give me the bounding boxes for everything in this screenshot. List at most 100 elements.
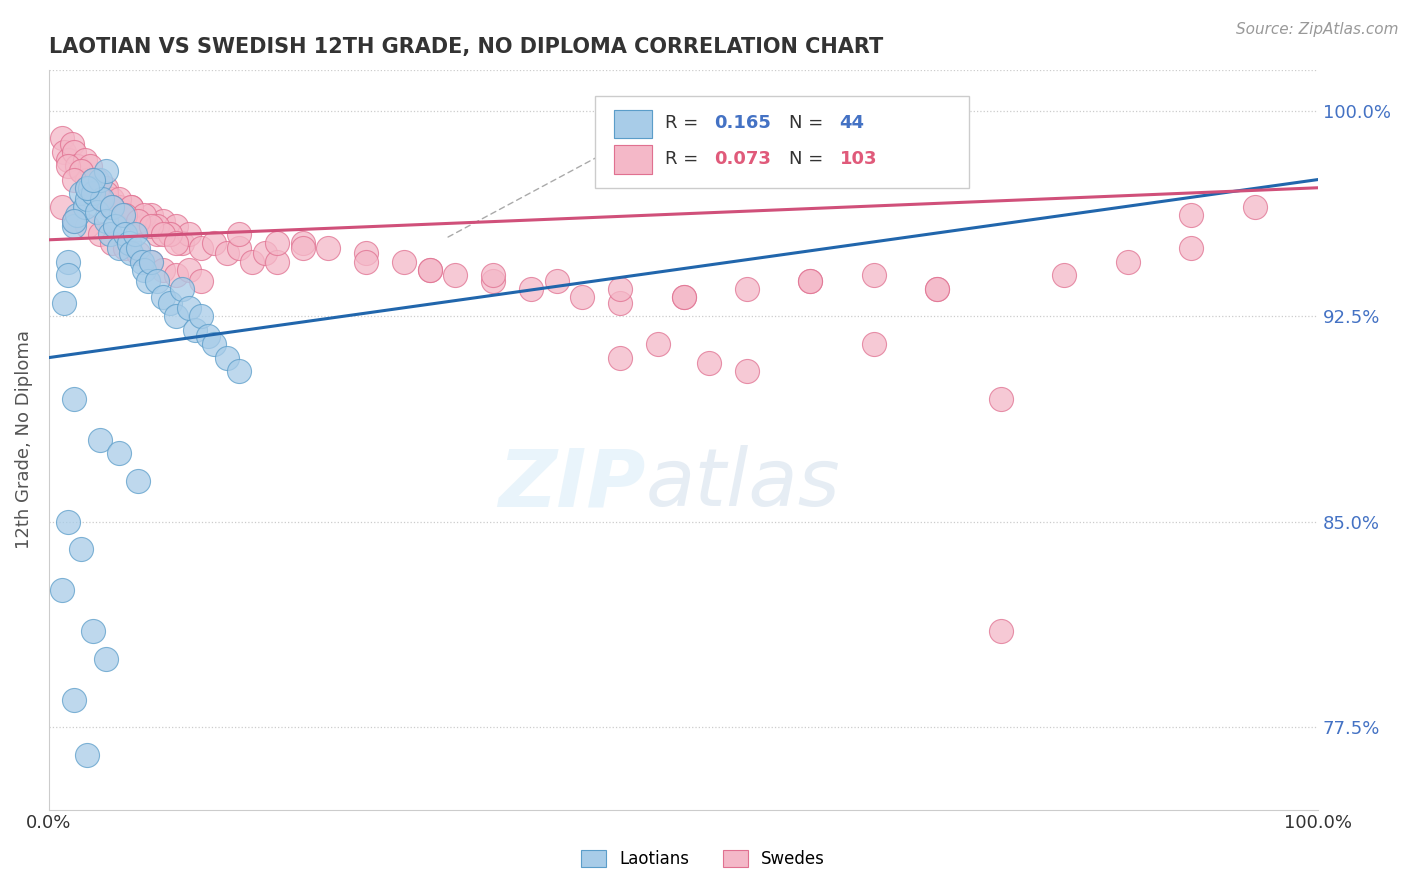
Text: 0.073: 0.073 xyxy=(714,150,770,168)
Text: R =: R = xyxy=(665,114,703,132)
Text: LAOTIAN VS SWEDISH 12TH GRADE, NO DIPLOMA CORRELATION CHART: LAOTIAN VS SWEDISH 12TH GRADE, NO DIPLOM… xyxy=(49,37,883,57)
Point xyxy=(98,200,121,214)
Point xyxy=(63,213,86,227)
Point xyxy=(1116,254,1139,268)
Point xyxy=(94,652,117,666)
Point xyxy=(735,282,758,296)
Point xyxy=(63,213,86,227)
Point xyxy=(165,219,187,233)
Point xyxy=(104,219,127,233)
Point xyxy=(253,246,276,260)
Point xyxy=(89,433,111,447)
Point xyxy=(60,136,83,151)
Text: 0.165: 0.165 xyxy=(714,114,770,132)
Point xyxy=(291,241,314,255)
Point xyxy=(53,295,76,310)
Point xyxy=(86,172,108,186)
Point xyxy=(127,246,149,260)
Point xyxy=(79,180,101,194)
Point xyxy=(190,241,212,255)
Point xyxy=(127,474,149,488)
Point xyxy=(98,227,121,242)
Point xyxy=(134,263,156,277)
Point xyxy=(89,186,111,201)
Point xyxy=(266,235,288,250)
Point xyxy=(927,282,949,296)
Point xyxy=(165,268,187,283)
Point xyxy=(152,290,174,304)
Point xyxy=(56,153,79,168)
Point xyxy=(82,180,104,194)
Point xyxy=(121,246,143,260)
Text: ZIP: ZIP xyxy=(498,445,645,523)
Point xyxy=(94,164,117,178)
Point xyxy=(159,227,181,242)
Point xyxy=(82,186,104,201)
Point xyxy=(1180,208,1202,222)
Point xyxy=(863,337,886,351)
Point xyxy=(520,282,543,296)
Point xyxy=(609,282,631,296)
Point xyxy=(101,200,124,214)
Point xyxy=(990,392,1012,406)
Text: Source: ZipAtlas.com: Source: ZipAtlas.com xyxy=(1236,22,1399,37)
Text: atlas: atlas xyxy=(645,445,841,523)
Point xyxy=(735,364,758,378)
Point xyxy=(419,263,441,277)
Point xyxy=(56,515,79,529)
Point xyxy=(76,180,98,194)
Point xyxy=(94,186,117,201)
Point xyxy=(101,235,124,250)
Point xyxy=(63,145,86,160)
Point xyxy=(863,268,886,283)
Text: 44: 44 xyxy=(839,114,865,132)
Point xyxy=(89,227,111,242)
Point xyxy=(197,328,219,343)
Point xyxy=(146,219,169,233)
Point xyxy=(228,364,250,378)
Point xyxy=(927,282,949,296)
Point xyxy=(107,241,129,255)
Point xyxy=(177,227,200,242)
Point xyxy=(139,208,162,222)
Point xyxy=(76,747,98,762)
FancyBboxPatch shape xyxy=(595,95,969,188)
Point xyxy=(89,192,111,206)
Point xyxy=(121,200,143,214)
Point xyxy=(356,246,378,260)
Point xyxy=(114,241,136,255)
Point xyxy=(79,159,101,173)
Point xyxy=(127,241,149,255)
Point xyxy=(63,172,86,186)
Point xyxy=(118,235,141,250)
Point xyxy=(86,205,108,219)
Point xyxy=(184,323,207,337)
Point xyxy=(56,254,79,268)
Text: N =: N = xyxy=(789,150,830,168)
Point xyxy=(266,254,288,268)
Point xyxy=(73,153,96,168)
Point xyxy=(672,290,695,304)
Bar xyxy=(614,145,652,174)
Point xyxy=(291,235,314,250)
Point xyxy=(66,159,89,173)
Point xyxy=(82,172,104,186)
Point xyxy=(609,295,631,310)
Point xyxy=(215,351,238,365)
Point xyxy=(124,227,146,242)
Point xyxy=(107,200,129,214)
Point xyxy=(177,263,200,277)
Point xyxy=(799,274,821,288)
Bar xyxy=(614,145,652,174)
Y-axis label: 12th Grade, No Diploma: 12th Grade, No Diploma xyxy=(15,330,32,549)
Point xyxy=(228,241,250,255)
Point xyxy=(69,542,91,557)
Point xyxy=(571,290,593,304)
Point xyxy=(107,192,129,206)
Point xyxy=(165,310,187,324)
Point xyxy=(202,337,225,351)
Point xyxy=(172,235,194,250)
Point xyxy=(76,172,98,186)
Point xyxy=(63,392,86,406)
Point xyxy=(69,164,91,178)
